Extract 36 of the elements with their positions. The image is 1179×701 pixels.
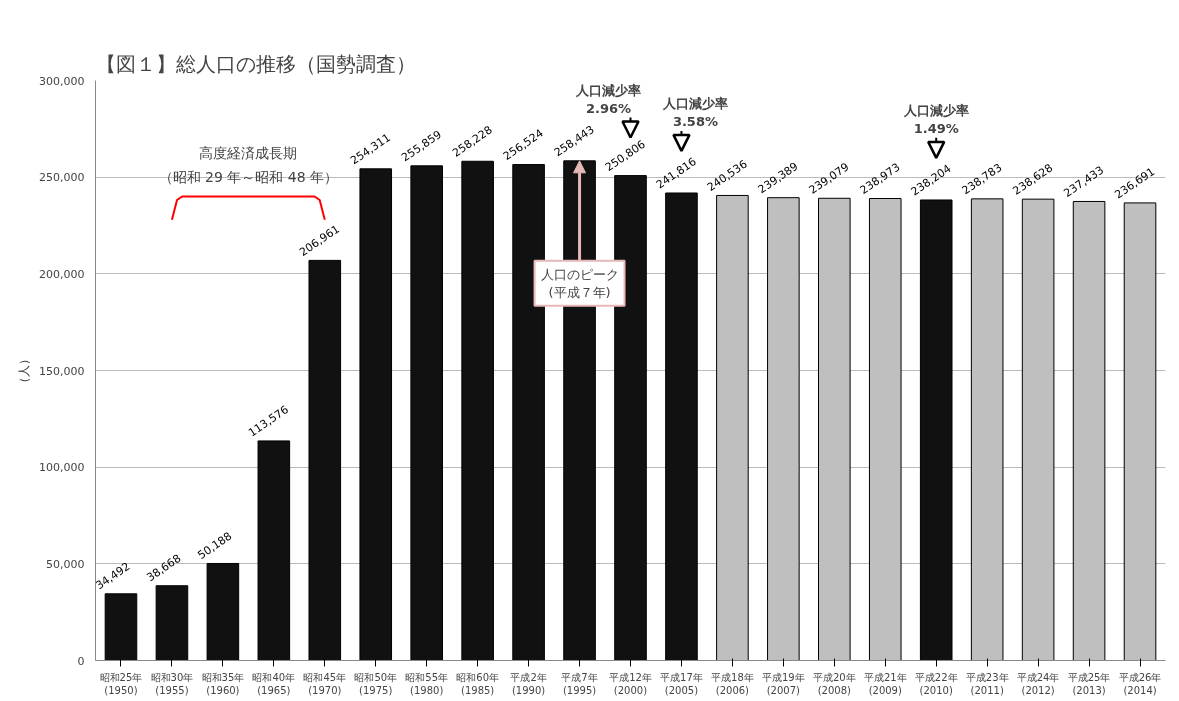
x-tick-label: 平成24年 (2012) — [1016, 671, 1060, 696]
y-tick-label: 200,000 — [39, 267, 85, 281]
y-tick-label: 50,000 — [46, 557, 85, 571]
x-tick-label: 平成21年 (2009) — [863, 671, 907, 696]
x-tick-label: 昭和35年 (1960) — [201, 671, 245, 696]
x-tick-label: 平成17年 (2005) — [660, 671, 703, 696]
x-tick-label: 平成19年 (2007) — [761, 671, 805, 696]
annotation: 人口減少率 3.58% — [661, 95, 728, 129]
x-tick-label: 平成26年 (2014) — [1118, 671, 1162, 696]
y-tick-label: 300,000 — [39, 74, 85, 88]
annotation: 人口のピーク (平成７年) — [540, 266, 619, 300]
x-tick-label: 平成12年 (2000) — [609, 671, 652, 696]
x-tick-label: 昭和45年 (1970) — [303, 671, 347, 696]
y-axis-title: （人） — [17, 352, 32, 389]
y-tick-label: 250,000 — [39, 171, 85, 185]
x-tick-label: 平成22年 (2010) — [914, 671, 958, 696]
y-tick-label: 150,000 — [39, 364, 85, 378]
x-tick-label: 昭和40年 (1965) — [252, 671, 296, 696]
x-tick-label: 平成18年 (2006) — [711, 671, 754, 696]
x-tick-label: 平成23年 (2011) — [965, 671, 1009, 696]
x-tick-label: 平成20年 (2008) — [812, 671, 856, 696]
x-tick-label: 昭和50年 (1975) — [354, 671, 398, 696]
x-tick-label: 昭和30年 (1955) — [150, 671, 194, 696]
annotation: 人口減少率 2.96% — [575, 82, 641, 116]
y-tick-label: 100,000 — [39, 461, 85, 475]
x-tick-label: 平成2年 (1990) — [510, 671, 547, 696]
annotation: 高度経済成長期 — [199, 144, 298, 161]
x-tick-label: 平成25年 (2013) — [1067, 671, 1111, 696]
x-tick-label: 昭和60年 (1985) — [456, 671, 500, 696]
y-tick-label: 0 — [77, 654, 85, 668]
x-tick-label: 平成7年 (1995) — [561, 671, 598, 696]
annotation: 人口減少率 1.49% — [902, 102, 969, 136]
x-tick-label: 昭和55年 (1980) — [405, 671, 449, 696]
chart-title: 【図１】総人口の推移（国勢調査） — [95, 51, 416, 76]
annotation: （昭和 29 年～昭和 48 年） — [158, 168, 339, 185]
x-tick-label: 昭和25年 (1950) — [99, 671, 143, 696]
